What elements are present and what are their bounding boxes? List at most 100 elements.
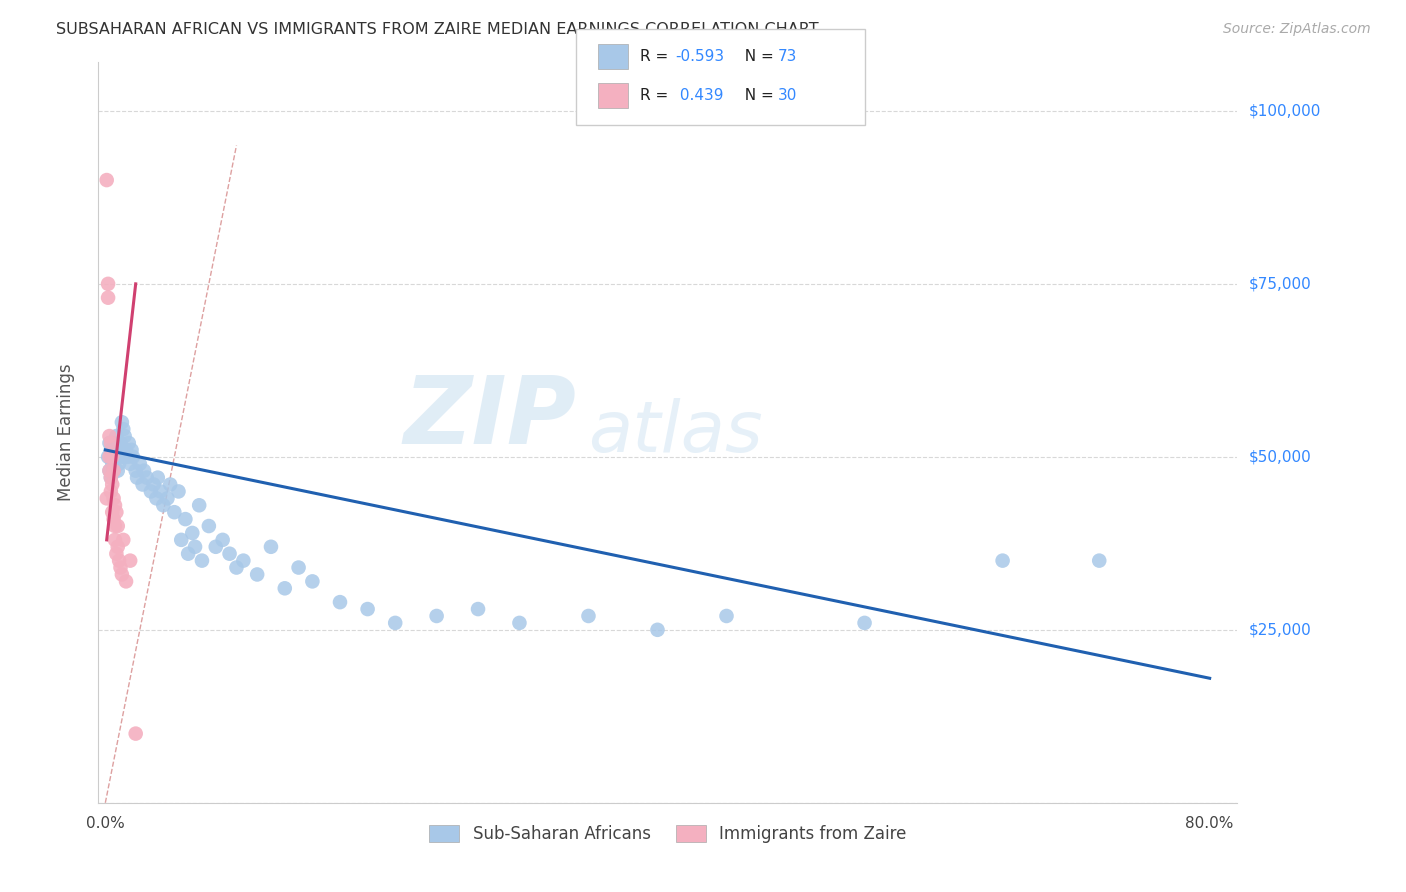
Point	[174, 512, 197, 526]
Text: R =: R =	[640, 88, 673, 103]
Point	[108, 442, 131, 457]
Text: SUBSAHARAN AFRICAN VS IMMIGRANTS FROM ZAIRE MEDIAN EARNINGS CORRELATION CHART: SUBSAHARAN AFRICAN VS IMMIGRANTS FROM ZA…	[56, 22, 818, 37]
Text: 0.439: 0.439	[675, 88, 723, 103]
Point	[97, 450, 120, 464]
Point	[204, 540, 226, 554]
Point	[225, 560, 247, 574]
Point	[101, 477, 124, 491]
Point	[167, 484, 190, 499]
Point	[159, 477, 181, 491]
Point	[98, 436, 121, 450]
Point	[274, 582, 297, 596]
Point	[578, 609, 600, 624]
Point	[384, 615, 406, 630]
Text: Source: ZipAtlas.com: Source: ZipAtlas.com	[1223, 22, 1371, 37]
Point	[139, 484, 162, 499]
Text: 30: 30	[778, 88, 797, 103]
Text: $50,000: $50,000	[1249, 450, 1312, 465]
Point	[104, 533, 127, 547]
Point	[287, 560, 309, 574]
Point	[149, 484, 172, 499]
Point	[101, 450, 124, 464]
Point	[163, 505, 186, 519]
Point	[131, 477, 153, 491]
Text: N =: N =	[735, 49, 779, 63]
Text: 73: 73	[778, 49, 797, 63]
Point	[96, 491, 118, 506]
Point	[97, 277, 120, 291]
Point	[121, 442, 143, 457]
Point	[218, 547, 240, 561]
Point	[107, 464, 129, 478]
Point	[104, 498, 127, 512]
Point	[426, 609, 449, 624]
Text: -0.593: -0.593	[675, 49, 724, 63]
Point	[156, 491, 179, 506]
Point	[188, 498, 211, 512]
Point	[991, 554, 1014, 568]
Point	[108, 554, 131, 568]
Point	[103, 442, 125, 457]
Point	[107, 540, 129, 554]
Point	[120, 457, 142, 471]
Point	[103, 464, 125, 478]
Point	[98, 464, 121, 478]
Point	[647, 623, 669, 637]
Point	[100, 436, 122, 450]
Legend: Sub-Saharan Africans, Immigrants from Zaire: Sub-Saharan Africans, Immigrants from Za…	[423, 819, 912, 850]
Text: $100,000: $100,000	[1249, 103, 1320, 119]
Point	[211, 533, 233, 547]
Point	[98, 429, 121, 443]
Point	[96, 173, 118, 187]
Point	[152, 498, 174, 512]
Point	[110, 560, 132, 574]
Point	[329, 595, 352, 609]
Point	[103, 491, 125, 506]
Point	[145, 491, 167, 506]
Point	[118, 436, 141, 450]
Point	[301, 574, 323, 589]
Point	[100, 470, 122, 484]
Point	[122, 450, 145, 464]
Point	[104, 450, 127, 464]
Point	[115, 442, 138, 457]
Point	[191, 554, 214, 568]
Point	[232, 554, 254, 568]
Point	[97, 291, 120, 305]
Point	[181, 525, 204, 540]
Point	[105, 547, 128, 561]
Point	[111, 450, 134, 464]
Point	[107, 450, 129, 464]
Point	[146, 470, 169, 484]
Point	[117, 450, 139, 464]
Point	[125, 470, 148, 484]
Point	[111, 415, 134, 429]
Point	[98, 450, 121, 464]
Point	[105, 429, 128, 443]
Point	[101, 505, 124, 519]
Point	[246, 567, 269, 582]
Point	[108, 457, 131, 471]
Point	[716, 609, 738, 624]
Point	[101, 457, 124, 471]
Point	[132, 464, 155, 478]
Point	[110, 436, 132, 450]
Y-axis label: Median Earnings: Median Earnings	[56, 364, 75, 501]
Point	[128, 457, 150, 471]
Point	[100, 484, 122, 499]
Point	[120, 554, 142, 568]
Point	[125, 726, 148, 740]
Point	[103, 512, 125, 526]
Point	[107, 519, 129, 533]
Point	[105, 505, 128, 519]
Point	[170, 533, 193, 547]
Point	[112, 422, 135, 436]
Point	[104, 436, 127, 450]
Point	[103, 464, 125, 478]
Point	[467, 602, 489, 616]
Point	[135, 470, 157, 484]
Point	[98, 464, 121, 478]
Point	[111, 567, 134, 582]
Point	[114, 429, 136, 443]
Point	[112, 533, 135, 547]
